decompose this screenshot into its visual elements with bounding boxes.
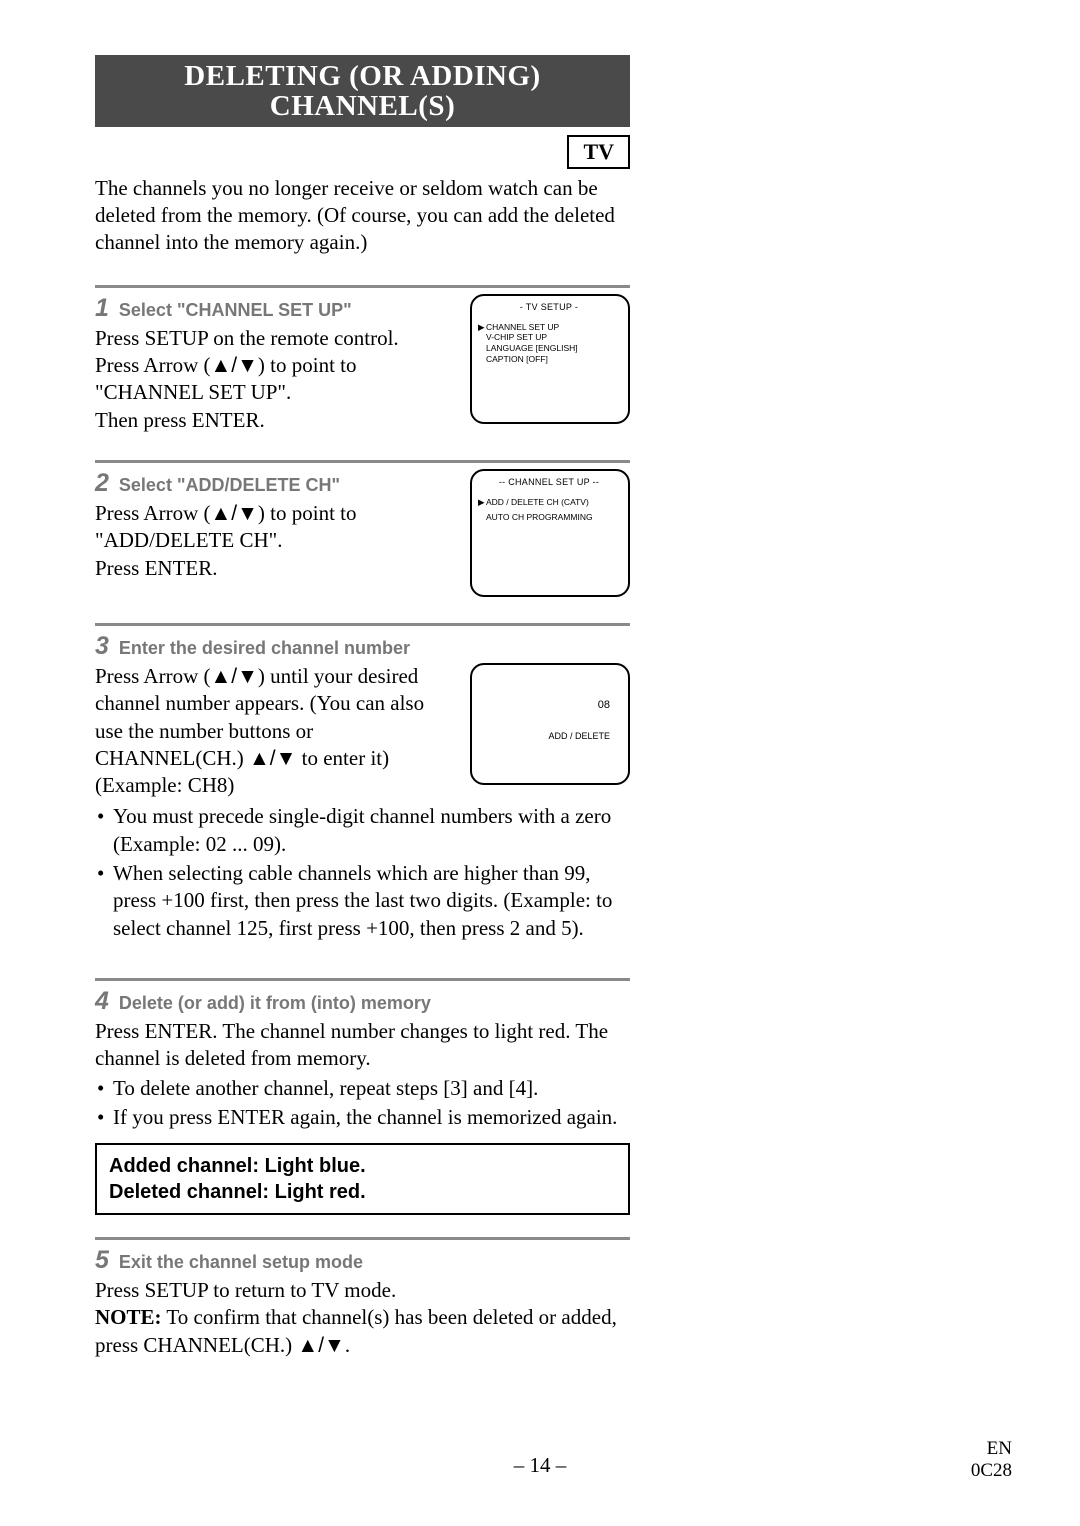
osd-line: AUTO CH PROGRAMMING	[478, 512, 620, 523]
step-separator	[95, 1237, 630, 1240]
step-heading: 1 Select "CHANNEL SET UP"	[95, 294, 456, 323]
step2-line-b: Press ENTER.	[95, 555, 456, 582]
color-info-box: Added channel: Light blue. Deleted chann…	[95, 1143, 630, 1215]
step-2: 2 Select "ADD/DELETE CH" Press Arrow (▲/…	[95, 469, 630, 597]
step-number: 4	[95, 987, 109, 1016]
osd-channel-setup: -- CHANNEL SET UP -- ▶ADD / DELETE CH (C…	[470, 469, 630, 597]
osd-line: CAPTION [OFF]	[478, 354, 620, 365]
pointer-icon: ▶	[478, 497, 486, 508]
step-number: 5	[95, 1246, 109, 1275]
osd-line: LANGUAGE [ENGLISH]	[478, 343, 620, 354]
step-1: 1 Select "CHANNEL SET UP" Press SETUP on…	[95, 294, 630, 434]
osd-channel-number: 08 ADD / DELETE	[470, 663, 630, 785]
step-title: Select "CHANNEL SET UP"	[119, 300, 352, 321]
title-line-2: CHANNEL(S)	[103, 91, 622, 121]
arrow-up-down-icon: ▲/▼	[211, 502, 258, 525]
step-title: Delete (or add) it from (into) memory	[119, 993, 431, 1014]
step-5: 5 Exit the channel setup mode Press SETU…	[95, 1246, 630, 1359]
step-body: Press ENTER. The channel number changes …	[95, 1018, 630, 1073]
step1-line-b: Press Arrow (▲/▼) to point to "CHANNEL S…	[95, 352, 456, 407]
step5-line-b: NOTE: To confirm that channel(s) has bee…	[95, 1304, 630, 1359]
step-title: Enter the desired channel number	[119, 638, 410, 659]
bullet-item: If you press ENTER again, the channel is…	[95, 1104, 630, 1131]
step-heading: 3 Enter the desired channel number	[95, 632, 630, 661]
tv-badge-row: TV	[95, 135, 630, 169]
osd-line: ▶ADD / DELETE CH (CATV)	[478, 497, 620, 508]
bullet-item: You must precede single-digit channel nu…	[95, 803, 630, 858]
pointer-icon: ▶	[478, 322, 486, 333]
osd-tv-setup: - TV SETUP - ▶CHANNEL SET UP V-CHIP SET …	[470, 294, 630, 424]
osd-channel-value: 08	[598, 699, 610, 711]
osd-title: -- CHANNEL SET UP --	[478, 477, 620, 487]
step-4: 4 Delete (or add) it from (into) memory …	[95, 987, 630, 1215]
step2-line-a: Press Arrow (▲/▼) to point to "ADD/DELET…	[95, 500, 456, 555]
step5-line-a: Press SETUP to return to TV mode.	[95, 1277, 630, 1304]
osd-line: V-CHIP SET UP	[478, 332, 620, 343]
step-separator	[95, 623, 630, 626]
step-number: 2	[95, 469, 109, 498]
step-number: 3	[95, 632, 109, 661]
step-separator	[95, 285, 630, 288]
section-title-bar: DELETING (OR ADDING) CHANNEL(S)	[95, 55, 630, 127]
step3-bullets: You must precede single-digit channel nu…	[95, 803, 630, 941]
info-line: Added channel: Light blue.	[109, 1153, 616, 1179]
step-separator	[95, 978, 630, 981]
step-body: Press SETUP on the remote control. Press…	[95, 325, 456, 434]
content-column: DELETING (OR ADDING) CHANNEL(S) TV The c…	[95, 55, 630, 1359]
page-number: – 14 –	[0, 1453, 1080, 1478]
step1-line-c: Then press ENTER.	[95, 407, 456, 434]
step-3: 3 Enter the desired channel number Press…	[95, 632, 630, 942]
osd-line: ▶CHANNEL SET UP	[478, 322, 620, 333]
step-title: Exit the channel setup mode	[119, 1252, 363, 1273]
step-title: Select "ADD/DELETE CH"	[119, 475, 340, 496]
arrow-up-down-icon: ▲/▼	[211, 354, 258, 377]
arrow-up-down-icon: ▲/▼	[297, 1334, 344, 1357]
bullet-item: To delete another channel, repeat steps …	[95, 1075, 630, 1102]
step-heading: 2 Select "ADD/DELETE CH"	[95, 469, 456, 498]
step1-line-a: Press SETUP on the remote control.	[95, 325, 456, 352]
step-body: Press SETUP to return to TV mode. NOTE: …	[95, 1277, 630, 1359]
info-line: Deleted channel: Light red.	[109, 1179, 616, 1205]
step-separator	[95, 460, 630, 463]
intro-paragraph: The channels you no longer receive or se…	[95, 175, 630, 257]
step-number: 1	[95, 294, 109, 323]
footer-lang: EN	[971, 1438, 1012, 1460]
step-body: Press Arrow (▲/▼) until your desired cha…	[95, 663, 456, 799]
osd-title: - TV SETUP -	[478, 302, 620, 312]
step-body: Press Arrow (▲/▼) to point to "ADD/DELET…	[95, 500, 456, 582]
footer-code: 0C28	[971, 1460, 1012, 1482]
arrow-up-down-icon: ▲/▼	[249, 747, 296, 770]
osd-add-delete-label: ADD / DELETE	[548, 731, 610, 741]
arrow-up-down-icon: ▲/▼	[211, 665, 258, 688]
step-heading: 5 Exit the channel setup mode	[95, 1246, 630, 1275]
step4-bullets: To delete another channel, repeat steps …	[95, 1075, 630, 1132]
tv-badge: TV	[567, 135, 630, 169]
footer-right: EN 0C28	[971, 1438, 1012, 1482]
manual-page: DELETING (OR ADDING) CHANNEL(S) TV The c…	[0, 0, 1080, 1526]
step-heading: 4 Delete (or add) it from (into) memory	[95, 987, 630, 1016]
bullet-item: When selecting cable channels which are …	[95, 860, 630, 942]
title-line-1: DELETING (OR ADDING)	[103, 61, 622, 91]
